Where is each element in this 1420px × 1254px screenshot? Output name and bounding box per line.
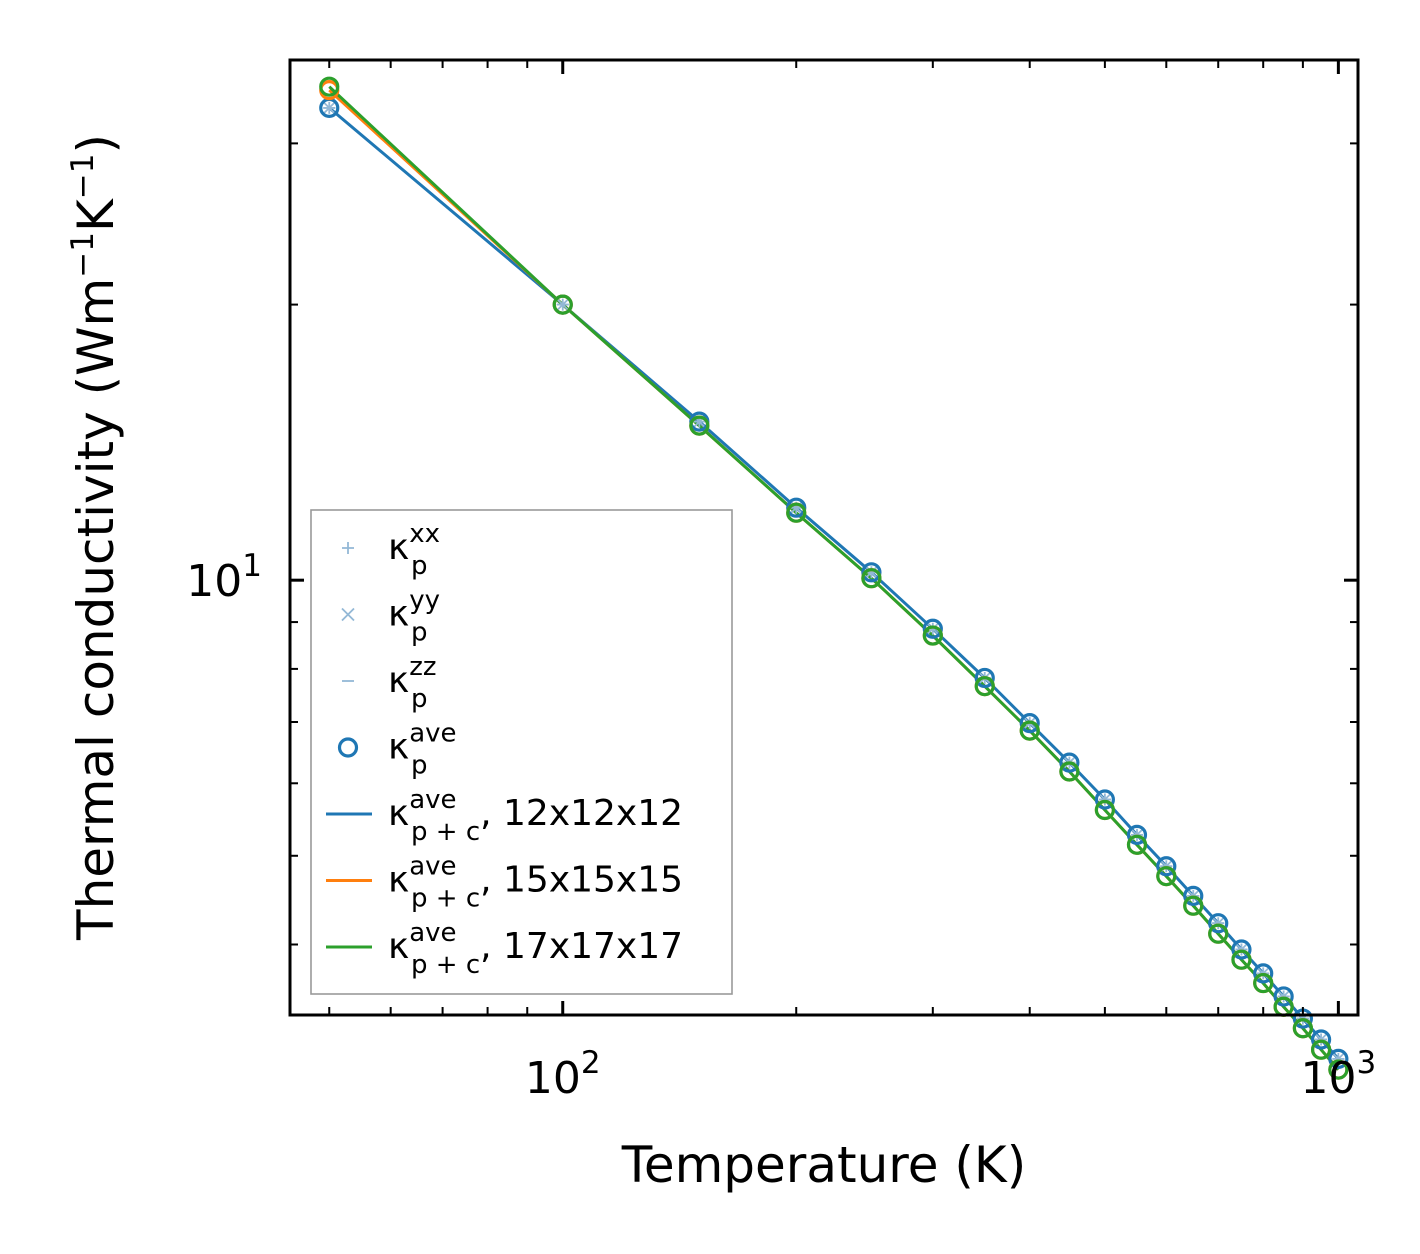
data-point-kp_ave_12 (974, 667, 995, 689)
y-axis-title: Thermal conductivity (Wm−1K−1) (65, 134, 125, 941)
data-point-kp_ave_12 (1273, 986, 1294, 1007)
x-tick-label: 102 (525, 1045, 601, 1104)
data-point-kp_ave_12 (861, 562, 882, 583)
legend-label-kpc_17: κave p + c, 17x17x17 (388, 918, 683, 980)
data-point-kp_ave_12 (1094, 789, 1115, 810)
data-point-kp_ave_17 (786, 502, 807, 523)
legend-label-kpc_15: κave p + c, 15x15x15 (388, 852, 683, 914)
data-point-kp_ave_17 (922, 625, 943, 646)
data-point-kp_ave_17 (1156, 866, 1177, 887)
legend-label-kp_yy: κyy p (388, 586, 440, 648)
legend-label-kpc_12: κave p + c, 12x12x12 (388, 785, 683, 847)
data-point-kp_ave_12 (1208, 913, 1229, 934)
data-point-kp_ave_12 (1019, 713, 1040, 734)
x-tick-label: 103 (1301, 1045, 1377, 1104)
data-point-kp_ave_17 (974, 676, 995, 697)
data-point-kp_ave_12 (1126, 824, 1148, 845)
data-point-kp_ave_17 (1292, 1018, 1313, 1039)
legend-label-kp_zz: κzz p (388, 652, 437, 714)
data-point-kp_ave_17 (1208, 923, 1229, 944)
data-point-kp_ave_17 (1126, 834, 1148, 855)
data-point-kp_ave_12 (1183, 885, 1204, 907)
legend-label-kp_ave_12: κave p (388, 719, 457, 781)
data-point-kp_ave_17 (552, 294, 573, 315)
series-layer (319, 76, 1349, 1080)
data-point-kp_ave_17 (861, 568, 882, 589)
legend-label-kp_xx: κxx p (388, 519, 440, 581)
data-point-kp_ave_17 (1328, 1059, 1349, 1080)
data-point-kp_ave_17 (1059, 761, 1080, 782)
plot-frame (288, 58, 1360, 1017)
legend-frame (310, 509, 733, 995)
data-point-kp_ave_12 (922, 618, 943, 639)
data-point-kp_ave_12 (1059, 752, 1080, 773)
data-point-kp_ave_12 (1231, 939, 1252, 960)
data-point-kp_ave_12 (1253, 963, 1274, 984)
data-point-kp_ave_17 (1094, 799, 1115, 821)
legend-marker-kp_xx (342, 542, 354, 554)
data-point-kp_ave_17 (1253, 972, 1274, 994)
data-point-kp_ave_17 (1019, 720, 1040, 741)
data-point-kp_ave_12 (1310, 1029, 1332, 1050)
legend-marker-kp_yy (341, 607, 355, 622)
data-point-kp_ave_17 (319, 76, 340, 97)
data-point-kp_ave_12 (1328, 1048, 1349, 1069)
legend-marker-kp_ave_12 (337, 737, 359, 758)
y-tick-label: 101 (186, 548, 262, 607)
data-point-kp_ave_17 (1310, 1039, 1332, 1060)
x-axis-title: Temperature (K) (621, 1136, 1026, 1194)
data-point-kp_ave_17 (1231, 949, 1252, 970)
data-point-kp_ave_17 (689, 415, 710, 436)
ticks-layer: 102 103 101 (186, 60, 1376, 1104)
data-point-kp_ave_17 (1183, 895, 1204, 916)
data-point-kp_ave_12 (1156, 856, 1177, 877)
